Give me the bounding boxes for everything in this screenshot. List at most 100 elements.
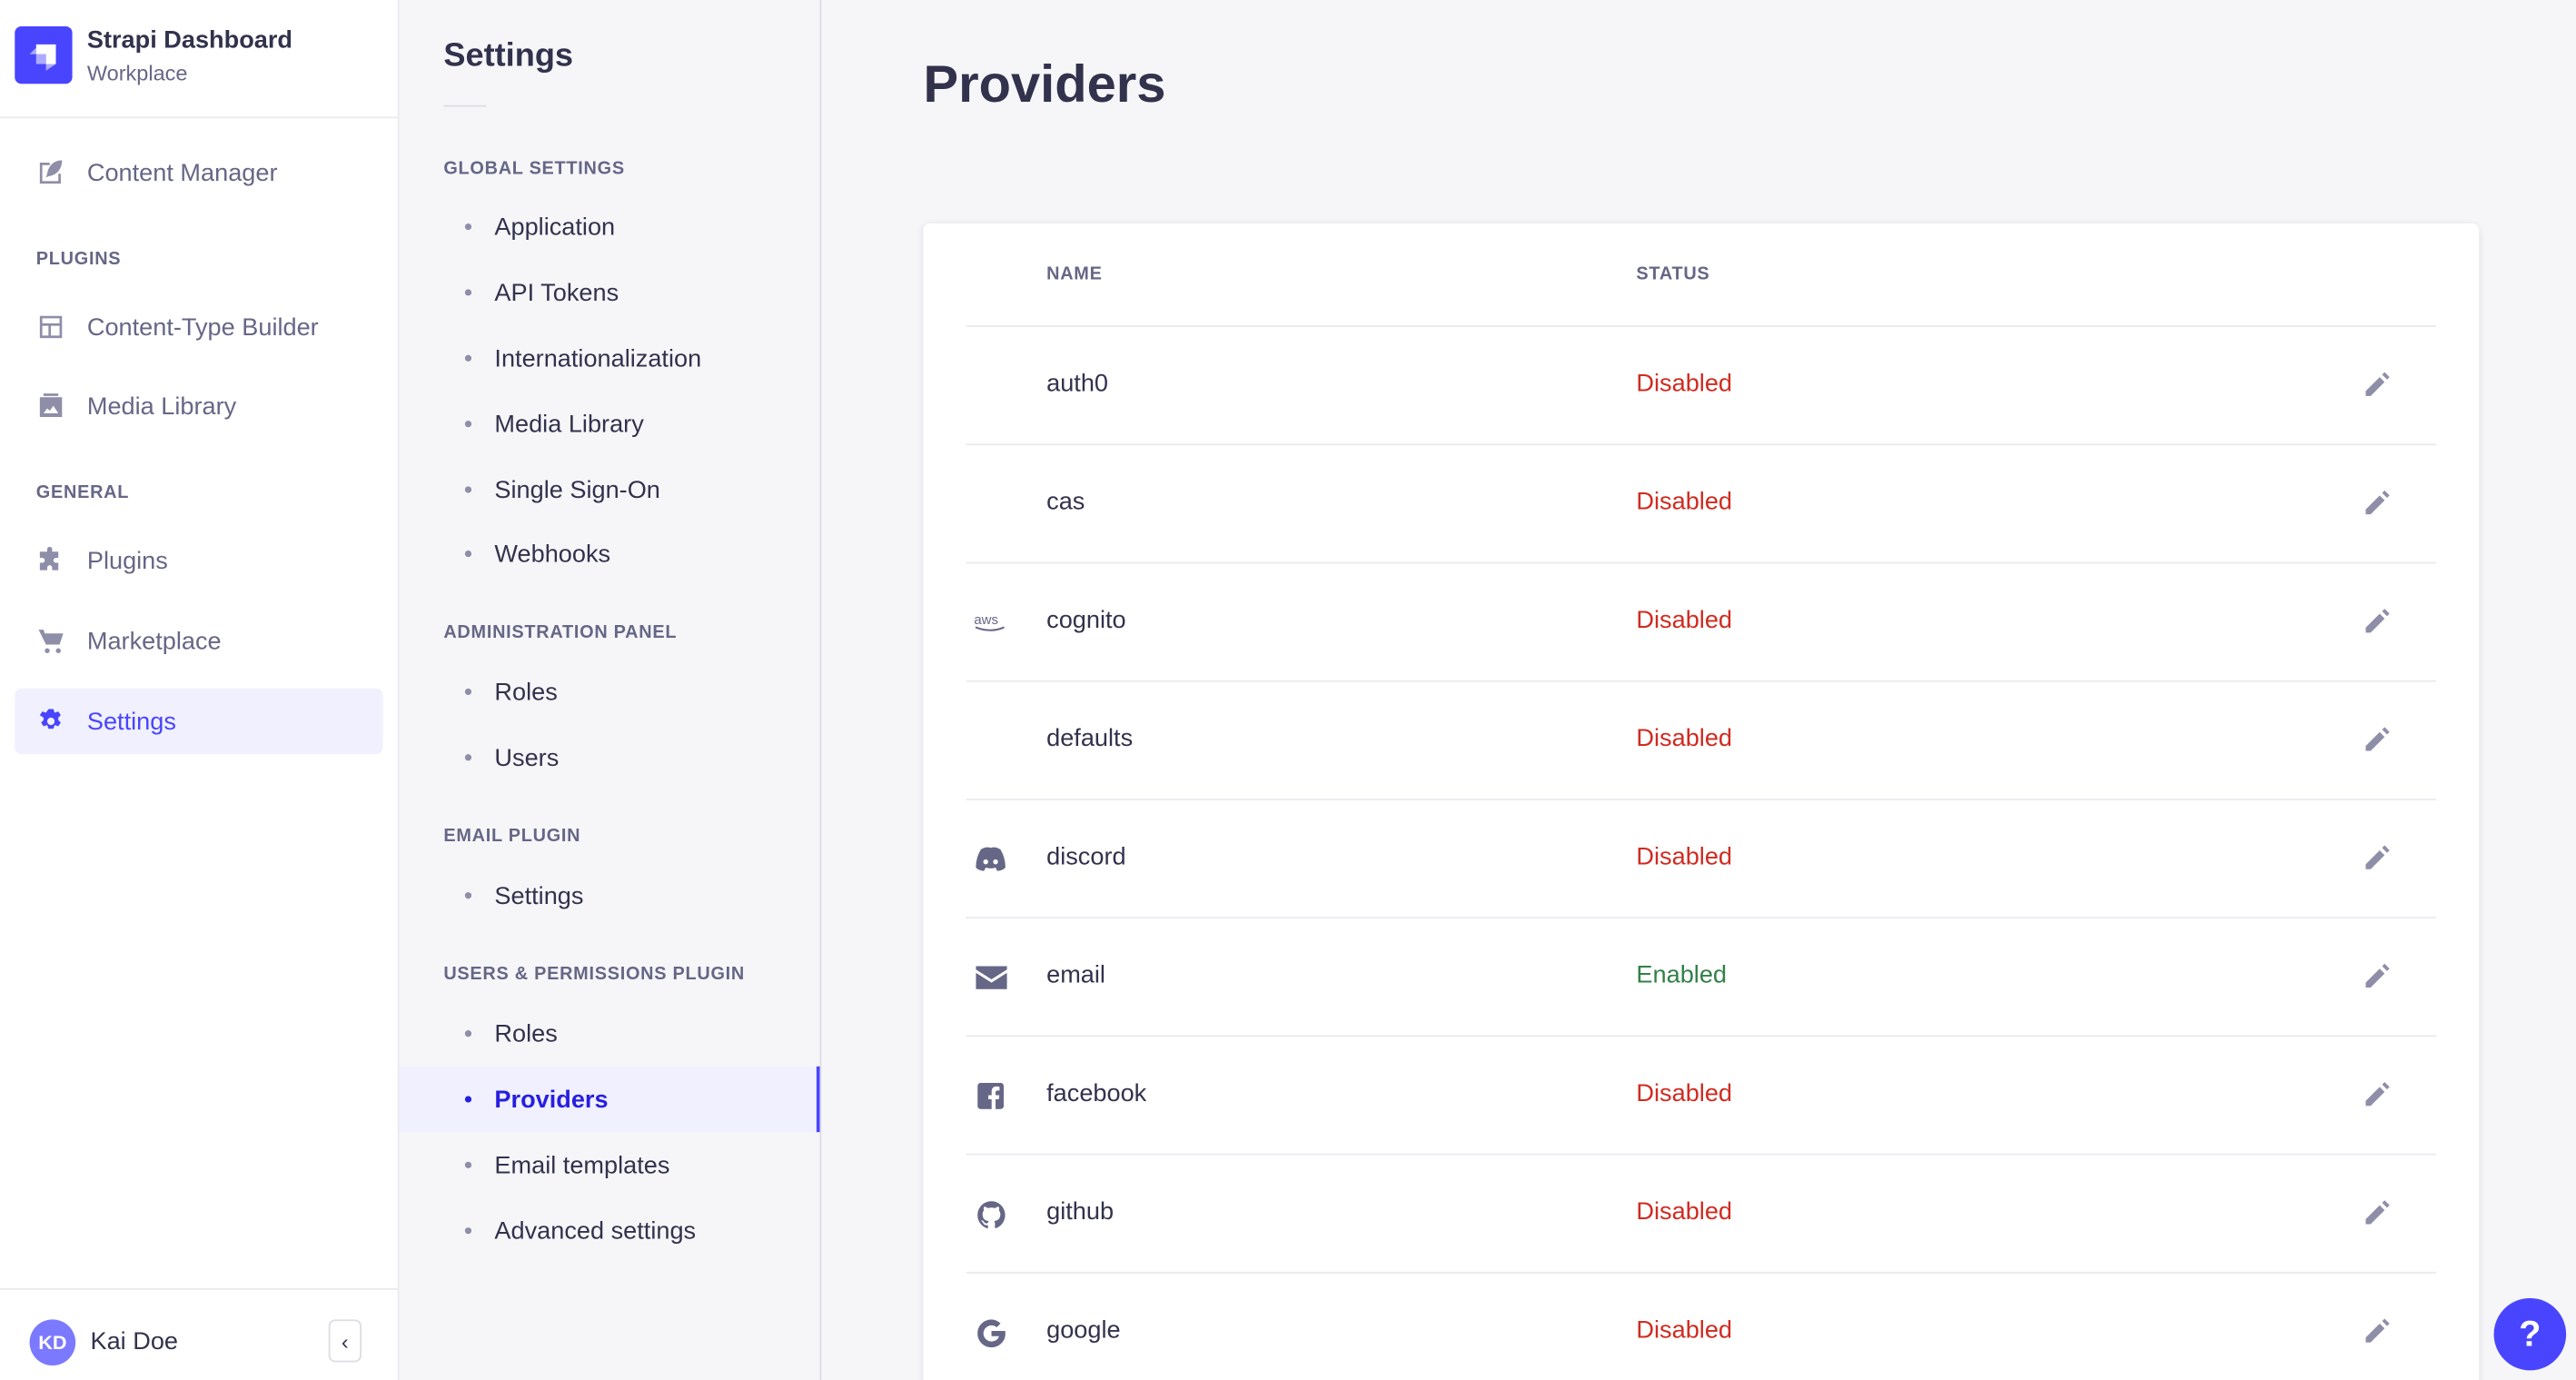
pencil-icon[interactable] xyxy=(2364,1199,2391,1226)
workspace-name: Workplace xyxy=(86,60,188,86)
provider-name: discord xyxy=(1046,842,1126,871)
pencil-icon[interactable] xyxy=(2364,372,2391,398)
subnav-item-application[interactable]: Application xyxy=(400,194,820,259)
subnav-item-label: Application xyxy=(494,213,616,241)
subnav-item-roles[interactable]: Roles xyxy=(400,659,820,724)
envelope-icon xyxy=(973,961,1009,994)
status-badge: Enabled xyxy=(1636,961,1728,989)
facebook-icon xyxy=(973,1079,1009,1112)
google-icon xyxy=(973,1316,1009,1349)
divider xyxy=(0,1287,398,1290)
provider-name: email xyxy=(1046,961,1105,989)
pencil-icon[interactable] xyxy=(2364,963,2391,989)
subnav-item-email-templates[interactable]: Email templates xyxy=(400,1132,820,1197)
subnav-section-label: EMAIL PLUGIN xyxy=(443,826,581,847)
status-badge: Disabled xyxy=(1636,1197,1733,1226)
table-row[interactable]: aws cognito Disabled xyxy=(966,561,2437,680)
pencil-icon[interactable] xyxy=(2364,490,2391,516)
user-name[interactable]: Kai Doe xyxy=(90,1327,179,1356)
provider-name: cas xyxy=(1046,488,1085,516)
subnav-item-providers[interactable]: Providers xyxy=(399,1066,820,1133)
cart-icon xyxy=(38,630,64,653)
table-row[interactable]: google Disabled xyxy=(966,1271,2437,1380)
table-row[interactable]: defaults Disabled xyxy=(966,680,2437,799)
feather-icon xyxy=(39,160,63,184)
table-row[interactable]: auth0 Disabled xyxy=(966,325,2437,443)
status-badge: Disabled xyxy=(1636,488,1733,516)
nav-label: Settings xyxy=(86,707,176,736)
subnav-item-label: Single Sign-On xyxy=(494,475,660,504)
app-title: Strapi Dashboard xyxy=(86,25,292,55)
layout-icon xyxy=(39,315,63,339)
column-header-name: NAME xyxy=(1046,264,1103,284)
subnav-item-settings[interactable]: Settings xyxy=(400,863,820,928)
provider-name: facebook xyxy=(1046,1079,1147,1108)
general-section-label: GENERAL xyxy=(35,482,130,503)
pencil-icon[interactable] xyxy=(2364,845,2391,871)
subnav-item-roles[interactable]: Roles xyxy=(400,1000,820,1066)
main-nav: Strapi Dashboard Workplace Content Manag… xyxy=(0,0,400,1380)
avatar[interactable]: KD xyxy=(29,1319,76,1366)
status-badge: Disabled xyxy=(1636,606,1733,635)
page-title: Providers xyxy=(923,54,1166,114)
subnav-item-label: Roles xyxy=(494,1019,558,1048)
pencil-icon[interactable] xyxy=(2364,608,2391,634)
chevron-left-icon: ‹ xyxy=(341,1328,349,1354)
subnav-item-media-library[interactable]: Media Library xyxy=(400,391,820,456)
picture-icon xyxy=(39,393,63,417)
gear-icon xyxy=(39,709,61,730)
status-badge: Disabled xyxy=(1636,369,1733,398)
nav-settings[interactable]: Settings xyxy=(15,688,383,755)
nav-media-library[interactable]: Media Library xyxy=(15,373,382,439)
subnav-item-users[interactable]: Users xyxy=(400,725,820,790)
divider xyxy=(443,104,487,107)
subnav-item-single-sign-on[interactable]: Single Sign-On xyxy=(400,457,820,522)
subnav-item-label: API Tokens xyxy=(494,278,619,307)
nav-content-manager[interactable]: Content Manager xyxy=(15,140,382,205)
pencil-icon[interactable] xyxy=(2364,726,2391,752)
subnav-section-label: USERS & PERMISSIONS PLUGIN xyxy=(443,964,746,985)
subnav-section-label: GLOBAL SETTINGS xyxy=(443,159,625,180)
divider xyxy=(0,116,398,119)
subnav-item-label: Media Library xyxy=(494,410,644,439)
pencil-icon[interactable] xyxy=(2364,1081,2391,1107)
nav-label: Media Library xyxy=(86,392,237,421)
settings-subnav: Settings GLOBAL SETTINGS Application API T… xyxy=(399,0,822,1380)
subnav-item-label: Email templates xyxy=(494,1150,670,1179)
table-row[interactable]: facebook Disabled xyxy=(966,1035,2437,1153)
subnav-item-label: Settings xyxy=(494,881,584,910)
puzzle-icon xyxy=(39,546,59,571)
nav-content-type-builder[interactable]: Content-Type Builder xyxy=(15,294,382,360)
nav-marketplace[interactable]: Marketplace xyxy=(15,608,382,673)
table-row[interactable]: cas Disabled xyxy=(966,443,2437,561)
subnav-item-label: Advanced settings xyxy=(494,1216,697,1246)
nav-plugins[interactable]: Plugins xyxy=(15,528,382,593)
nav-label: Content Manager xyxy=(86,158,278,187)
collapse-nav-button[interactable]: ‹ xyxy=(328,1319,362,1363)
column-header-status: STATUS xyxy=(1636,264,1710,284)
table-row[interactable]: github Disabled xyxy=(966,1153,2437,1272)
subnav-item-label: Users xyxy=(494,743,560,772)
subnav-item-label: Internationalization xyxy=(494,343,702,372)
subnav-item-advanced-settings[interactable]: Advanced settings xyxy=(400,1198,820,1264)
provider-name: defaults xyxy=(1046,724,1134,753)
subnav-item-label: Webhooks xyxy=(494,540,611,568)
plugins-section-label: PLUGINS xyxy=(35,249,122,270)
subnav-item-api-tokens[interactable]: API Tokens xyxy=(400,260,820,325)
aws-icon: aws xyxy=(973,606,1009,639)
status-badge: Disabled xyxy=(1636,1079,1733,1108)
help-button[interactable]: ? xyxy=(2493,1297,2567,1371)
subnav-section-label: ADMINISTRATION PANEL xyxy=(443,622,678,643)
table-row[interactable]: discord Disabled xyxy=(966,799,2437,917)
pencil-icon[interactable] xyxy=(2364,1318,2391,1345)
status-badge: Disabled xyxy=(1636,1315,1733,1345)
table-row[interactable]: email Enabled xyxy=(966,917,2437,1035)
subnav-item-label: Providers xyxy=(494,1085,609,1114)
subnav-item-webhooks[interactable]: Webhooks xyxy=(400,521,820,586)
subnav-item-internationalization[interactable]: Internationalization xyxy=(400,325,820,391)
subnav-item-label: Roles xyxy=(494,678,558,706)
providers-table: NAME STATUS auth0 Disabled cas Disabled … xyxy=(923,223,2480,1380)
github-icon xyxy=(973,1198,1009,1231)
discord-icon xyxy=(973,843,1009,876)
provider-name: github xyxy=(1046,1197,1115,1226)
